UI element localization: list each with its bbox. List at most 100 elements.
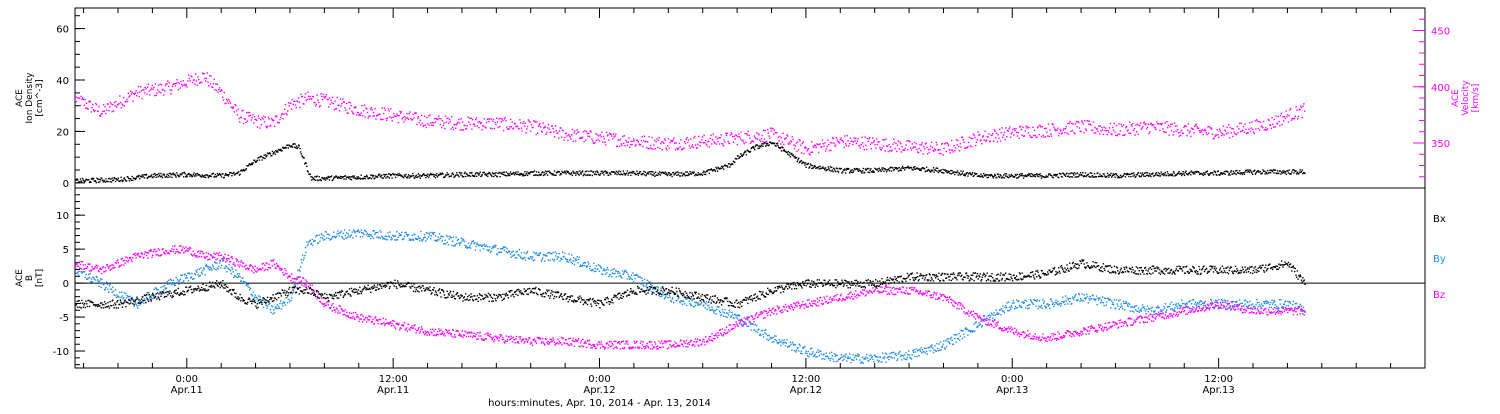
density-series-point [1254, 170, 1255, 171]
velocity-series-point [94, 110, 95, 111]
velocity-series-point [731, 132, 732, 133]
velocity-series-point [498, 127, 499, 128]
by-series-point [1119, 309, 1120, 310]
velocity-series-point [204, 73, 205, 74]
density-series-point [264, 155, 265, 156]
by-series-point [760, 334, 761, 335]
by-series-point [328, 234, 329, 235]
by-series-point [438, 239, 439, 240]
velocity-series-point [273, 120, 274, 121]
density-series-point [167, 174, 168, 175]
by-series-point [634, 278, 635, 279]
density-series-point [365, 178, 366, 179]
density-series-point [652, 174, 653, 175]
velocity-series-point [1248, 129, 1249, 130]
density-series-point [186, 176, 187, 177]
by-series-point [797, 347, 798, 348]
by-series-point [215, 269, 216, 270]
velocity-series-point [1278, 121, 1279, 122]
by-series-point [1054, 304, 1055, 305]
density-series-point [615, 172, 616, 173]
by-series-point [239, 276, 240, 277]
velocity-series-point [926, 147, 927, 148]
by-series-point [551, 253, 552, 254]
by-series-point [989, 317, 990, 318]
by-series-point [663, 294, 664, 295]
velocity-series-point [600, 134, 601, 135]
velocity-series-point [327, 99, 328, 100]
by-series-point [956, 341, 957, 342]
velocity-series-point [267, 126, 268, 127]
velocity-series-point [1086, 130, 1087, 131]
density-series-point [1295, 170, 1296, 171]
by-series-point [499, 252, 500, 253]
density-series-point [1094, 173, 1095, 174]
velocity-series-point [178, 89, 179, 90]
density-series-point [507, 173, 508, 174]
by-series-point [455, 237, 456, 238]
density-series-point [1146, 175, 1147, 176]
density-series-point [1230, 171, 1231, 172]
by-series-point [209, 269, 210, 270]
density-series-point [872, 170, 873, 171]
velocity-series-point [330, 100, 331, 101]
by-series-point [572, 263, 573, 264]
velocity-series-point [983, 135, 984, 136]
density-series-point [830, 170, 831, 171]
velocity-series-point [943, 148, 944, 149]
by-series-point [515, 257, 516, 258]
by-series-point [534, 259, 535, 260]
by-series-point [779, 341, 780, 342]
density-series-point [136, 178, 137, 179]
density-series-point [1207, 171, 1208, 172]
by-series-point [279, 303, 280, 304]
velocity-series-point [314, 102, 315, 103]
density-series-point [594, 174, 595, 175]
velocity-series-point [245, 119, 246, 120]
by-series-point [368, 234, 369, 235]
density-series-point [740, 153, 741, 154]
density-series-point [797, 159, 798, 160]
density-series-point [329, 179, 330, 180]
by-series-point [682, 304, 683, 305]
by-series-point [163, 289, 164, 290]
by-series-point [601, 268, 602, 269]
velocity-series-point [1178, 132, 1179, 133]
density-series-point [425, 175, 426, 176]
density-series-point [1008, 177, 1009, 178]
velocity-series-point [1206, 134, 1207, 135]
by-series-point [1102, 296, 1103, 297]
by-series-point [954, 338, 955, 339]
density-series-point [1085, 172, 1086, 173]
density-series-point [844, 168, 845, 169]
by-series-point [1009, 310, 1010, 311]
by-series-point [593, 263, 594, 264]
velocity-series-point [738, 133, 739, 134]
density-series-point [141, 176, 142, 177]
by-series-point [208, 268, 209, 269]
density-series-point [1174, 173, 1175, 174]
density-series-point [572, 171, 573, 172]
density-series-point [1159, 173, 1160, 174]
velocity-series-point [923, 146, 924, 147]
velocity-series-point [488, 118, 489, 119]
by-series-point [270, 309, 271, 310]
by-series-point [335, 237, 336, 238]
by-series-point [544, 261, 545, 262]
velocity-series-point [570, 136, 571, 137]
velocity-series-point [226, 99, 227, 100]
by-series-point [350, 236, 351, 237]
top-right-label-line1: ACE [1451, 89, 1461, 107]
by-series-point [119, 292, 120, 293]
velocity-series-point [403, 121, 404, 122]
density-series-point [687, 175, 688, 176]
by-series-point [1116, 299, 1117, 300]
velocity-series-point [165, 85, 166, 86]
by-series-point [732, 314, 733, 315]
velocity-series-point [1174, 123, 1175, 124]
velocity-series-point [823, 146, 824, 147]
by-series-point [1099, 297, 1100, 298]
density-series-point [1040, 175, 1041, 176]
by-series-point [1101, 300, 1102, 301]
velocity-series-point [632, 141, 633, 142]
